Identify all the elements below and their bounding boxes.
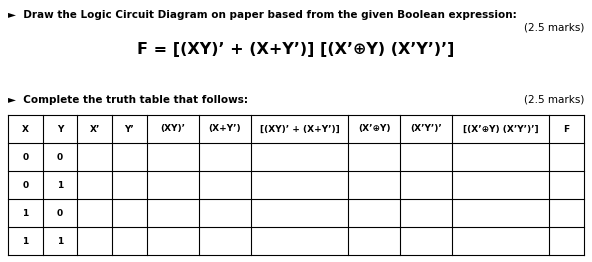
Text: (X’⊕Y): (X’⊕Y) <box>358 124 390 134</box>
Text: (X’Y’)’: (X’Y’)’ <box>410 124 442 134</box>
Text: (2.5 marks): (2.5 marks) <box>524 22 584 32</box>
Text: 0: 0 <box>57 152 63 161</box>
Text: 1: 1 <box>22 237 28 245</box>
Text: [(X’⊕Y) (X’Y’)’]: [(X’⊕Y) (X’Y’)’] <box>463 124 539 134</box>
Text: (2.5 marks): (2.5 marks) <box>524 95 584 105</box>
Text: (X+Y’): (X+Y’) <box>208 124 241 134</box>
Text: 0: 0 <box>22 152 28 161</box>
Text: 1: 1 <box>57 181 63 189</box>
Text: 0: 0 <box>57 209 63 217</box>
Text: 0: 0 <box>22 181 28 189</box>
Text: Y’: Y’ <box>124 124 134 134</box>
Text: Y: Y <box>57 124 63 134</box>
Text: F = [(XY)’ + (X+Y’)] [(X’⊕Y) (X’Y’)’]: F = [(XY)’ + (X+Y’)] [(X’⊕Y) (X’Y’)’] <box>137 42 455 57</box>
Text: ►  Draw the Logic Circuit Diagram on paper based from the given Boolean expressi: ► Draw the Logic Circuit Diagram on pape… <box>8 10 517 20</box>
Text: X: X <box>22 124 29 134</box>
Text: [(XY)’ + (X+Y’)]: [(XY)’ + (X+Y’)] <box>260 124 339 134</box>
Text: (XY)’: (XY)’ <box>160 124 185 134</box>
Text: 1: 1 <box>57 237 63 245</box>
Text: X’: X’ <box>89 124 100 134</box>
Text: F: F <box>564 124 570 134</box>
Text: ►  Complete the truth table that follows:: ► Complete the truth table that follows: <box>8 95 248 105</box>
Text: 1: 1 <box>22 209 28 217</box>
